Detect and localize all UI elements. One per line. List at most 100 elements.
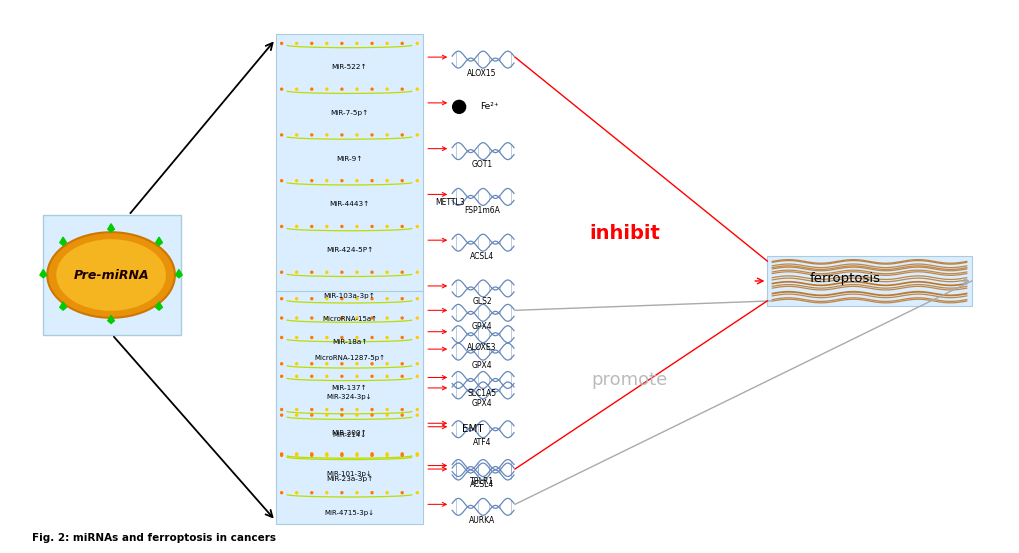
Circle shape [325,363,327,365]
Circle shape [340,375,342,377]
Circle shape [340,363,342,365]
Text: MiR-4443↑: MiR-4443↑ [329,201,369,207]
Circle shape [416,298,418,300]
Circle shape [311,298,313,300]
Circle shape [416,134,418,136]
Text: promote: promote [591,372,667,389]
Circle shape [416,492,418,494]
Circle shape [296,363,298,365]
Circle shape [386,455,388,456]
Circle shape [356,363,358,365]
Circle shape [311,226,313,227]
Circle shape [296,409,298,410]
Circle shape [416,453,418,455]
Text: inhibit: inhibit [589,224,659,243]
Circle shape [400,88,403,90]
Circle shape [400,43,403,44]
Circle shape [371,414,373,416]
Text: MiR-103a-3p↑: MiR-103a-3p↑ [323,293,375,299]
Text: Fe²⁺: Fe²⁺ [480,102,498,111]
Circle shape [416,375,418,377]
Text: MiR-101-3p↓: MiR-101-3p↓ [326,471,372,477]
Circle shape [280,414,282,416]
Circle shape [340,414,342,416]
Circle shape [386,88,388,90]
Circle shape [416,409,418,410]
Text: GPX4: GPX4 [472,361,492,369]
Circle shape [371,336,373,338]
Circle shape [296,317,298,319]
Circle shape [280,455,282,456]
Circle shape [400,453,403,455]
Circle shape [356,455,358,456]
Circle shape [340,226,342,227]
Circle shape [280,453,282,455]
Circle shape [311,363,313,365]
Circle shape [386,336,388,338]
Circle shape [296,88,298,90]
Circle shape [416,43,418,44]
Text: Fig. 2: miRNAs and ferroptosis in cancers: Fig. 2: miRNAs and ferroptosis in cancer… [32,533,275,544]
Circle shape [356,375,358,377]
Circle shape [311,375,313,377]
Circle shape [416,414,418,416]
Circle shape [386,453,388,455]
Text: AURKA: AURKA [469,516,494,525]
Circle shape [400,409,403,410]
Circle shape [386,298,388,300]
Text: ACSL4: ACSL4 [470,481,494,489]
Circle shape [325,317,327,319]
Text: SLC1A5: SLC1A5 [467,389,496,398]
Circle shape [416,271,418,273]
Text: MiR-137↑: MiR-137↑ [331,384,367,390]
Circle shape [296,43,298,44]
Circle shape [356,134,358,136]
Circle shape [280,271,282,273]
Circle shape [280,492,282,494]
Circle shape [280,226,282,227]
Circle shape [325,455,327,456]
FancyBboxPatch shape [275,34,423,492]
Circle shape [311,134,313,136]
Circle shape [356,271,358,273]
Circle shape [325,409,327,410]
Circle shape [400,271,403,273]
Circle shape [371,298,373,300]
Circle shape [371,43,373,44]
Text: FSP1m6A: FSP1m6A [464,206,499,215]
FancyBboxPatch shape [43,215,180,335]
Circle shape [296,453,298,455]
Circle shape [400,414,403,416]
Circle shape [340,134,342,136]
Circle shape [400,134,403,136]
Circle shape [325,414,327,416]
Circle shape [371,88,373,90]
Circle shape [386,409,388,410]
Text: Pre-miRNA: Pre-miRNA [73,269,149,281]
Circle shape [400,180,403,182]
Circle shape [371,453,373,455]
Circle shape [386,317,388,319]
Circle shape [340,453,342,455]
Circle shape [340,88,342,90]
Circle shape [371,375,373,377]
Circle shape [311,180,313,182]
Circle shape [371,226,373,227]
Text: MicroRNA-15a↑: MicroRNA-15a↑ [322,316,377,322]
Circle shape [400,375,403,377]
Polygon shape [108,315,114,324]
Circle shape [325,375,327,377]
Circle shape [340,317,342,319]
Text: MiR-23a-3p↑: MiR-23a-3p↑ [325,476,373,482]
Circle shape [325,336,327,338]
Text: MiR-9↑: MiR-9↑ [336,156,363,161]
Text: MiR-214↓: MiR-214↓ [332,432,366,439]
Polygon shape [40,269,47,278]
Circle shape [356,336,358,338]
Circle shape [400,298,403,300]
Circle shape [400,336,403,338]
Circle shape [311,317,313,319]
Circle shape [280,43,282,44]
Circle shape [296,455,298,456]
Circle shape [386,271,388,273]
